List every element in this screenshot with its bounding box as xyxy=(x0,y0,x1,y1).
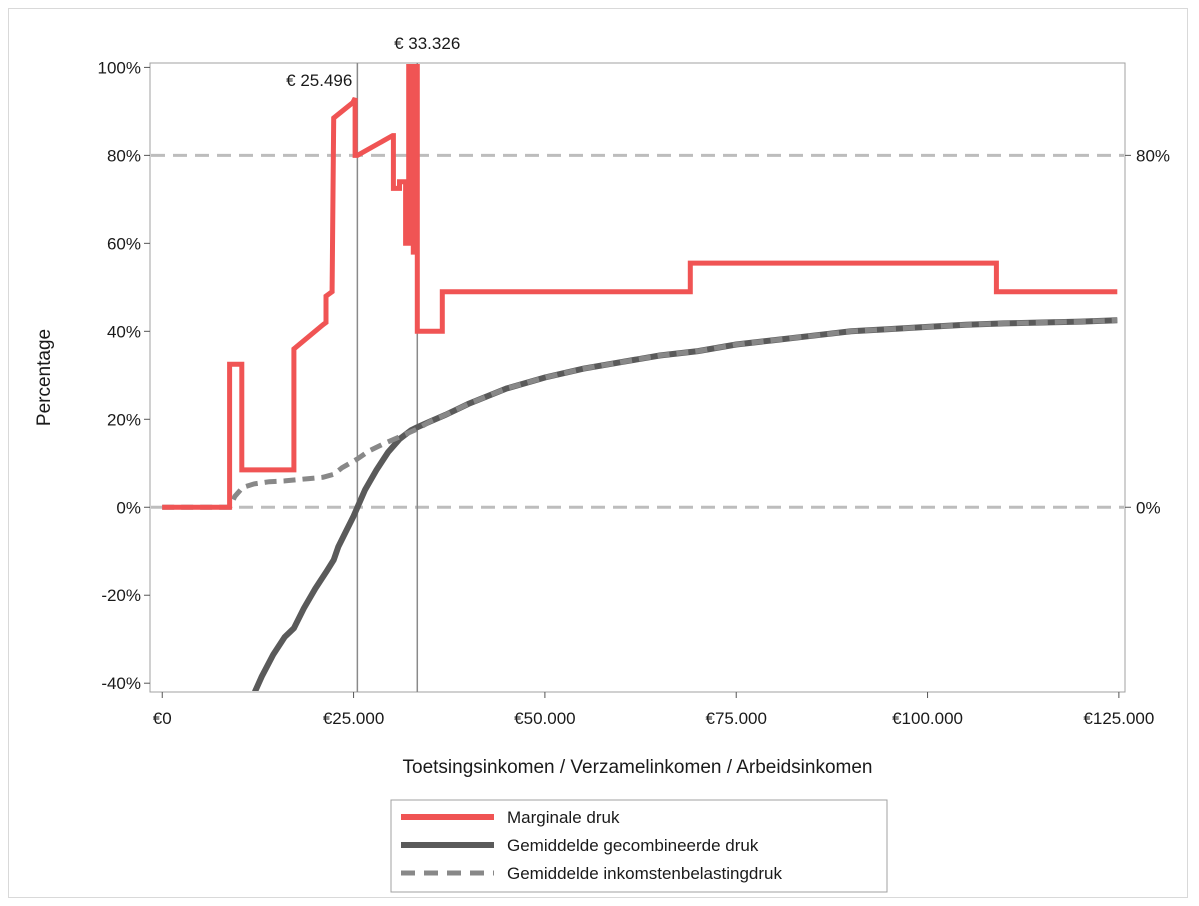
x-tick-label: €75.000 xyxy=(705,709,766,728)
x-axis: €0 €25.000 €50.000 €75.000 €100.000 €125.000 xyxy=(153,692,1154,728)
legend: Marginale druk Gemiddelde gecombineerde d… xyxy=(390,799,888,893)
legend-label: Gemiddelde inkomstenbelastingdruk xyxy=(507,864,782,883)
x-tick-label: €50.000 xyxy=(514,709,575,728)
reference-line-label: € 25.496 xyxy=(286,71,352,90)
x-tick-label: €125.000 xyxy=(1083,709,1154,728)
right-tick-label: 0% xyxy=(1136,498,1161,517)
y-tick-label: -20% xyxy=(101,586,141,605)
legend-label: Marginale druk xyxy=(507,808,620,827)
x-axis-title: Toetsingsinkomen / Verzamelinkomen / Arb… xyxy=(403,757,873,778)
y-tick-label: 100% xyxy=(98,58,141,77)
y-axis: 100% 80% 60% 40% 20% 0% -20% -40% xyxy=(98,58,150,693)
y-axis-title: Percentage xyxy=(34,329,55,426)
series-line-0 xyxy=(162,64,1118,510)
y-tick-label: 40% xyxy=(107,322,141,341)
reference-line-label: € 33.326 xyxy=(394,34,460,53)
reference-lines-horizontal xyxy=(151,153,1124,509)
series-layer xyxy=(162,64,1118,691)
y-tick-label: 0% xyxy=(116,498,141,517)
x-tick-label: €25.000 xyxy=(323,709,384,728)
series-line-2 xyxy=(162,317,1118,510)
y-tick-label: 60% xyxy=(107,234,141,253)
y-tick-label: -40% xyxy=(101,674,141,693)
plot-area xyxy=(149,62,1126,693)
right-tick-label: 80% xyxy=(1136,146,1170,165)
legend-label: Gemiddelde gecombineerde druk xyxy=(507,836,759,855)
x-tick-label: €0 xyxy=(153,709,172,728)
y-axis-right: 80% 0% xyxy=(1125,146,1170,517)
y-tick-label: 80% xyxy=(107,146,141,165)
y-tick-label: 20% xyxy=(107,410,141,429)
x-tick-label: €100.000 xyxy=(892,709,963,728)
